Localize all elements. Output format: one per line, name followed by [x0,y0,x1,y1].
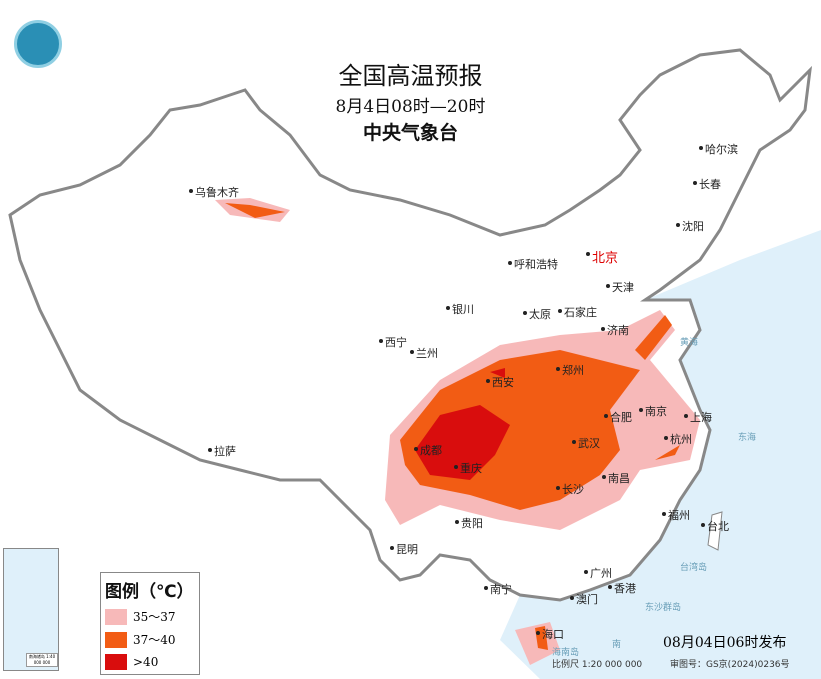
legend-swatch [105,631,127,648]
city-label: 广州 [584,567,612,580]
city-label: 南京 [639,405,667,418]
legend-label: 37～40 [133,633,176,647]
city-label: 呼和浩特 [508,258,558,271]
city-label: 济南 [601,324,629,337]
city-label: 西安 [486,376,514,389]
sea-label: 黄海 [680,338,699,348]
city-label: 杭州 [664,433,692,446]
city-label: 上海 [684,411,712,424]
south-china-sea-inset: 南海诸岛 1:40 000 000 [3,548,59,671]
legend-item: >40 [105,654,195,670]
city-label: 西宁 [379,336,407,349]
city-label: 哈尔滨 [699,143,738,156]
city-label: 昆明 [390,543,418,556]
legend-item: 37～40 [105,631,195,648]
city-label: 南宁 [484,583,512,596]
sea-label: 东海 [738,433,757,443]
city-label: 合肥 [604,411,632,424]
city-label: 太原 [523,308,551,321]
sea-area [500,230,821,679]
legend-swatch [105,608,127,625]
city-label-capital: 北京 [585,247,618,266]
legend: 图例（℃） 35～37 37～40 >40 [100,572,200,675]
legend-swatch [105,654,127,670]
sea-label: 台湾岛 [680,563,708,573]
sea-label: 海南岛 [552,648,580,658]
publish-time: 08月04日06时发布 [663,635,787,651]
city-label: 拉萨 [208,445,236,458]
map-title: 全国高温预报 [338,62,483,90]
city-label: 重庆 [454,462,482,475]
city-label: 香港 [608,582,636,595]
city-label: 海口 [536,628,564,641]
forecast-period: 8月4日08时—20时 [335,97,486,117]
city-label: 石家庄 [558,306,597,319]
legend-label: >40 [133,655,159,669]
city-label: 郑州 [556,364,584,377]
city-label: 福州 [662,509,690,522]
city-label: 南昌 [602,472,630,485]
map-scale: 比例尺 1:20 000 000 [552,660,643,670]
city-label: 兰州 [410,347,438,360]
city-label: 贵阳 [455,517,483,530]
inset-label: 南海诸岛 1:40 000 000 [26,653,58,667]
issuer: 中央气象台 [362,122,458,144]
legend-label: 35～37 [133,610,176,624]
city-label: 天津 [606,281,634,294]
city-label: 乌鲁木齐 [189,186,239,199]
city-label: 成都 [414,444,442,457]
legend-item: 35～37 [105,608,195,625]
legend-title: 图例（℃） [105,582,194,602]
city-label: 武汉 [572,437,600,450]
cma-logo [14,20,62,68]
heat-zone-above-40 [415,368,510,480]
city-label: 长沙 [556,483,584,496]
map-review-number: 审图号：GS京(2024)0236号 [670,660,790,670]
city-label: 台北 [701,520,729,533]
sea-label: 南 [612,640,622,650]
city-label: 澳门 [570,593,598,606]
taiwan [707,511,723,551]
city-label: 银川 [446,303,474,316]
city-label: 沈阳 [676,220,704,233]
sea-label: 东沙群岛 [645,603,682,613]
city-label: 长春 [693,178,721,191]
